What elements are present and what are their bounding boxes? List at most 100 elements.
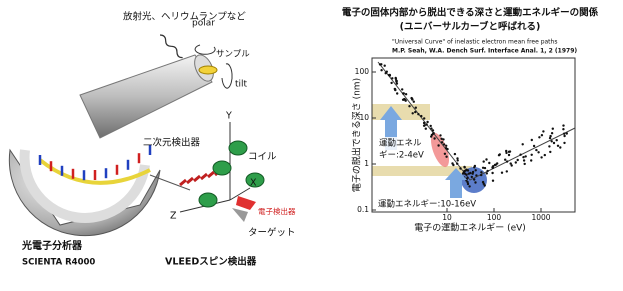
label: SCIENTA R4000: [22, 258, 95, 268]
tilt-arrow: [221, 63, 233, 89]
dot: [414, 110, 417, 114]
label: ターゲット: [248, 227, 296, 239]
dot: [524, 155, 527, 158]
dot: [424, 127, 427, 130]
dot: [451, 162, 454, 165]
dot: [522, 156, 525, 159]
dot: [430, 135, 433, 138]
dot: [425, 123, 428, 126]
apparatus: 放射光、ヘリウムランプなど polar サンプル tilt 二次元検出器 Y コ…: [8, 11, 296, 268]
annotation: 運動エネルギー:10-16eV: [378, 199, 476, 210]
annotation: 運動エネル: [379, 138, 422, 149]
dot: [402, 92, 405, 95]
dot: [394, 77, 398, 81]
dot: [444, 147, 448, 150]
dot: [505, 149, 508, 153]
coils: [198, 140, 265, 208]
dot: [542, 130, 545, 133]
dot: [474, 169, 477, 172]
dot: [474, 181, 477, 184]
x-tick-label: 100: [487, 213, 502, 222]
dot: [412, 100, 415, 103]
dot: [423, 117, 426, 120]
plot-frame: [371, 57, 576, 213]
band: [372, 166, 472, 176]
dot: [535, 148, 538, 152]
dot: [514, 161, 517, 164]
dot: [463, 169, 466, 173]
dot: [563, 132, 566, 135]
dot: [445, 144, 448, 147]
dot: [430, 127, 433, 130]
sample: [198, 65, 218, 75]
dot: [519, 153, 522, 156]
hemisphere: [8, 148, 161, 237]
dot: [395, 79, 398, 83]
dot: [442, 143, 446, 146]
label: tilt: [235, 80, 248, 90]
dot: [486, 169, 489, 173]
dot: [483, 166, 487, 170]
annotation: ギー:2-4eV: [379, 151, 424, 161]
dot: [393, 87, 396, 91]
x-label: 電子の運動エネルギー (eV): [414, 223, 526, 234]
dot: [390, 81, 393, 85]
dot: [471, 172, 474, 175]
dot: [445, 155, 448, 158]
dot: [410, 97, 414, 101]
label: 放射光、ヘリウムランプなど: [123, 11, 246, 23]
dot: [480, 173, 483, 177]
spin-arrows: [38, 145, 222, 187]
dot: [543, 153, 546, 157]
x-tick-label: 1000: [531, 213, 550, 222]
dot: [420, 114, 423, 118]
label: X: [250, 178, 257, 189]
dot: [396, 92, 399, 95]
dot: [549, 134, 552, 138]
dot: [540, 134, 544, 137]
dot: [431, 132, 435, 135]
y-tick-label: 10: [359, 113, 369, 122]
spin-arrow: [179, 178, 187, 187]
dot: [414, 106, 417, 109]
label: サンプル: [216, 50, 250, 60]
dot: [496, 162, 499, 165]
dot: [440, 137, 443, 140]
label: 二次元検出器: [143, 137, 201, 149]
y-label: 電子の脱出できる深さ (nm): [351, 78, 363, 192]
dot: [491, 171, 494, 175]
dot: [473, 178, 476, 181]
dot: [423, 124, 426, 127]
highlight-low: [430, 132, 450, 168]
subtitle: (ユニバーサルカーブと呼ばれる): [400, 21, 541, 33]
dot: [473, 166, 476, 169]
dot: [491, 179, 495, 182]
scatter: [378, 63, 568, 188]
dot: [510, 164, 513, 167]
citation: "Universal Curve" of inelastic electron …: [392, 39, 557, 46]
dot: [549, 150, 552, 154]
dot: [504, 158, 507, 161]
lens-tube: [79, 54, 213, 139]
label: コイル: [248, 152, 277, 163]
dot: [395, 82, 399, 85]
dot: [431, 129, 435, 132]
dot: [555, 139, 558, 142]
x-tick-label: 10: [442, 213, 452, 222]
dot: [562, 124, 565, 127]
dot: [433, 137, 436, 140]
dot: [481, 166, 485, 169]
dot: [391, 77, 394, 80]
label: Z: [170, 211, 177, 222]
dot: [508, 150, 512, 153]
dot: [538, 136, 541, 139]
dot: [521, 143, 524, 146]
label: Y: [225, 111, 232, 122]
dot: [563, 141, 566, 145]
citation: M.P. Seah, W.A. Dench Surf. Interface An…: [392, 48, 577, 55]
dot: [459, 167, 462, 170]
dot: [551, 127, 554, 130]
dot: [439, 134, 442, 137]
trend-line: [377, 61, 576, 181]
